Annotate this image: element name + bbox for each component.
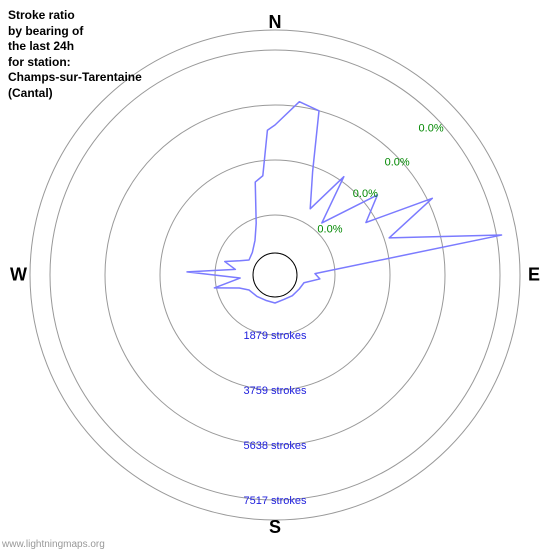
compass-n: N xyxy=(269,12,282,33)
pct-label: 0.0% xyxy=(385,156,410,168)
ring-stroke-label: 5638 strokes xyxy=(244,440,307,452)
ring-stroke-label: 7517 strokes xyxy=(244,495,307,507)
compass-w: W xyxy=(10,265,27,286)
ring-stroke-label: 3759 strokes xyxy=(244,385,307,397)
pct-label: 0.0% xyxy=(317,224,342,236)
compass-s: S xyxy=(269,517,281,538)
center-hole xyxy=(253,253,297,297)
compass-e: E xyxy=(528,265,540,286)
ring-stroke-label: 1879 strokes xyxy=(244,330,307,342)
pct-label: 0.0% xyxy=(419,122,444,134)
pct-label: 0.0% xyxy=(353,188,378,200)
chart-title: Stroke ratio by bearing of the last 24h … xyxy=(8,8,142,102)
stroke-rose-polygon xyxy=(187,102,501,303)
footer-link: www.lightningmaps.org xyxy=(2,539,105,550)
